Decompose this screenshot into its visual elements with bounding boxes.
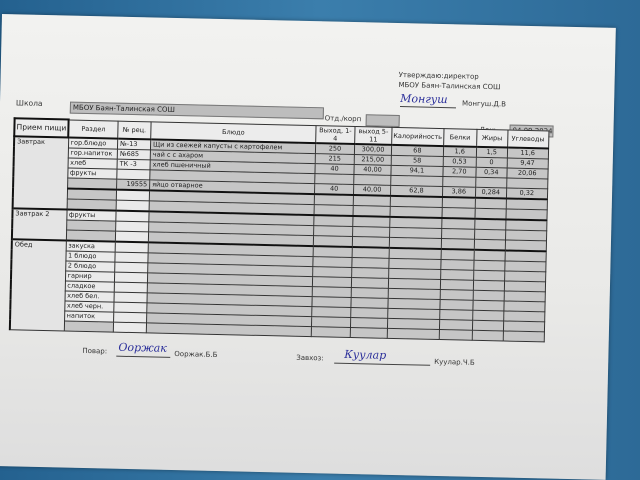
school-field: МБОУ Баян-Талинская СОШ bbox=[69, 101, 324, 120]
director-name: Монгуш.Д.В bbox=[461, 99, 507, 109]
cell-recipe bbox=[116, 189, 150, 201]
cell-section: фрукты bbox=[67, 167, 118, 179]
cell-recipe bbox=[113, 321, 147, 333]
cell-section: фрукты bbox=[66, 209, 117, 221]
col-section: Раздел bbox=[68, 119, 119, 139]
storekeeper-label: Завхоз: bbox=[296, 353, 324, 363]
col-out14: Выход, 1-4 bbox=[315, 125, 356, 144]
approve-line2: МБОУ Баян-Талинская СОШ bbox=[398, 81, 501, 92]
cell-section: 1 блюдо bbox=[65, 250, 116, 262]
cook-signature: Ооржак bbox=[118, 340, 167, 355]
cell-recipe bbox=[115, 210, 150, 222]
cell-fat bbox=[474, 228, 506, 240]
cell-fat bbox=[473, 259, 505, 271]
meal-name: Завтрак bbox=[12, 135, 69, 210]
cell-fat bbox=[475, 176, 507, 188]
cell-fat bbox=[473, 269, 505, 281]
cell-section: гор.напиток bbox=[67, 147, 118, 159]
school-label: Школа bbox=[15, 98, 43, 108]
cell-fat: 0,284 bbox=[475, 186, 507, 198]
cell-recipe bbox=[115, 230, 149, 242]
col-recipe: № рец. bbox=[117, 120, 152, 139]
cell-fat: 0 bbox=[475, 156, 508, 168]
cell-section bbox=[63, 320, 114, 332]
cell-out511 bbox=[353, 205, 391, 217]
cell-recipe: ТК -3 bbox=[117, 158, 151, 170]
cook-name: Ооржак.Б.Б bbox=[174, 349, 218, 359]
cell-recipe bbox=[116, 199, 150, 211]
cell-protein bbox=[441, 217, 475, 229]
cell-fat bbox=[473, 279, 505, 291]
col-kcal: Калорийность bbox=[391, 126, 444, 146]
cell-protein bbox=[441, 196, 476, 208]
storekeeper-sign-line bbox=[334, 362, 431, 366]
cell-kcal bbox=[387, 327, 440, 339]
cell-section: закуска bbox=[65, 240, 116, 252]
cell-section: 2 блюдо bbox=[65, 260, 115, 272]
dept-label: Отд./корп bbox=[324, 114, 362, 124]
approve-line1: Утверждаю:директор bbox=[398, 71, 479, 81]
cell-protein bbox=[438, 329, 473, 340]
cell-protein bbox=[441, 207, 475, 219]
director-sign-line bbox=[399, 106, 456, 109]
cell-section: сладкое bbox=[64, 280, 115, 292]
cell-section: хлеб бел. bbox=[64, 290, 115, 302]
cell-out511: 300,00 bbox=[354, 143, 392, 155]
col-meal: Прием пищи bbox=[14, 118, 69, 138]
storekeeper-signature: Куулар bbox=[344, 347, 387, 362]
cell-fat bbox=[474, 207, 506, 219]
cell-protein bbox=[440, 248, 475, 260]
cell-section: гор.блюдо bbox=[67, 137, 118, 149]
cell-protein bbox=[441, 238, 475, 250]
col-carbs: Углеводы bbox=[507, 129, 549, 148]
cell-fat bbox=[474, 238, 506, 250]
menu-table: Прием пищи Раздел № рец. Блюдо Выход, 1-… bbox=[9, 117, 549, 342]
cell-recipe: №685 bbox=[117, 148, 151, 160]
cell-carbs bbox=[502, 330, 545, 342]
cell-recipe: 19555 bbox=[116, 178, 150, 190]
cell-section: хлеб bbox=[67, 157, 118, 169]
cell-fat bbox=[472, 289, 505, 301]
cell-out511 bbox=[350, 326, 388, 338]
cell-fat bbox=[472, 299, 504, 311]
col-protein: Белки bbox=[443, 128, 477, 147]
col-fat: Жиры bbox=[476, 128, 508, 147]
cell-fat bbox=[474, 197, 507, 209]
cell-section: гарнир bbox=[64, 270, 115, 282]
cell-recipe: №-13 bbox=[117, 138, 151, 150]
cell-fat bbox=[472, 309, 504, 321]
cell-fat bbox=[473, 249, 506, 261]
cell-section: хлеб черн. bbox=[64, 300, 115, 312]
cell-fat bbox=[474, 218, 506, 230]
cook-label: Повар: bbox=[82, 346, 108, 356]
cell-protein: 3,86 bbox=[442, 186, 476, 198]
cell-fat: 0,34 bbox=[475, 166, 507, 178]
cell-fat: 1,5 bbox=[476, 146, 508, 158]
menu-sheet: Утверждаю:директор МБОУ Баян-Талинская С… bbox=[0, 14, 616, 480]
storekeeper-name: Куулар.Ч.Б bbox=[434, 357, 475, 367]
cell-section: напиток bbox=[64, 310, 114, 322]
cell-fat bbox=[471, 329, 504, 341]
meal-name: Завтрак 2 bbox=[11, 207, 67, 241]
cell-fat bbox=[472, 319, 504, 331]
cell-out14 bbox=[311, 326, 351, 337]
cook-sign-line bbox=[116, 355, 171, 358]
cell-protein: 1,6 bbox=[443, 145, 477, 157]
col-out511: выход 5-11 bbox=[354, 126, 393, 145]
meal-name: Обед bbox=[9, 238, 66, 331]
cell-recipe bbox=[115, 241, 149, 253]
director-signature: Монгуш bbox=[400, 92, 448, 107]
